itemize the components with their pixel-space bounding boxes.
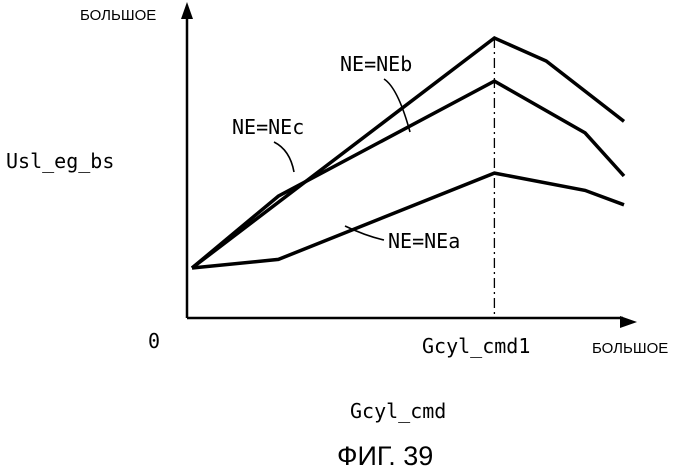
leader-line-nec [274, 142, 294, 172]
figure-caption: ФИГ. 39 [337, 441, 433, 471]
marker-label: Gcyl_cmd1 [422, 334, 530, 358]
x-axis-arrow-icon [620, 316, 637, 328]
y-axis-top-label: БОЛЬШОЕ [80, 7, 156, 24]
leader-line-nea [345, 226, 384, 240]
origin-label: 0 [148, 329, 160, 353]
series-label-nec: NE=NEc [232, 115, 304, 139]
x-axis-end-label: БОЛЬШОЕ [592, 340, 668, 357]
series-label-neb: NE=NEb [340, 52, 412, 76]
x-axis-label: Gcyl_cmd [350, 399, 446, 423]
y-axis-arrow-icon [181, 2, 193, 19]
y-axis-label: Usl_eg_bs [6, 149, 114, 173]
series-label-nea: NE=NEa [388, 229, 460, 253]
